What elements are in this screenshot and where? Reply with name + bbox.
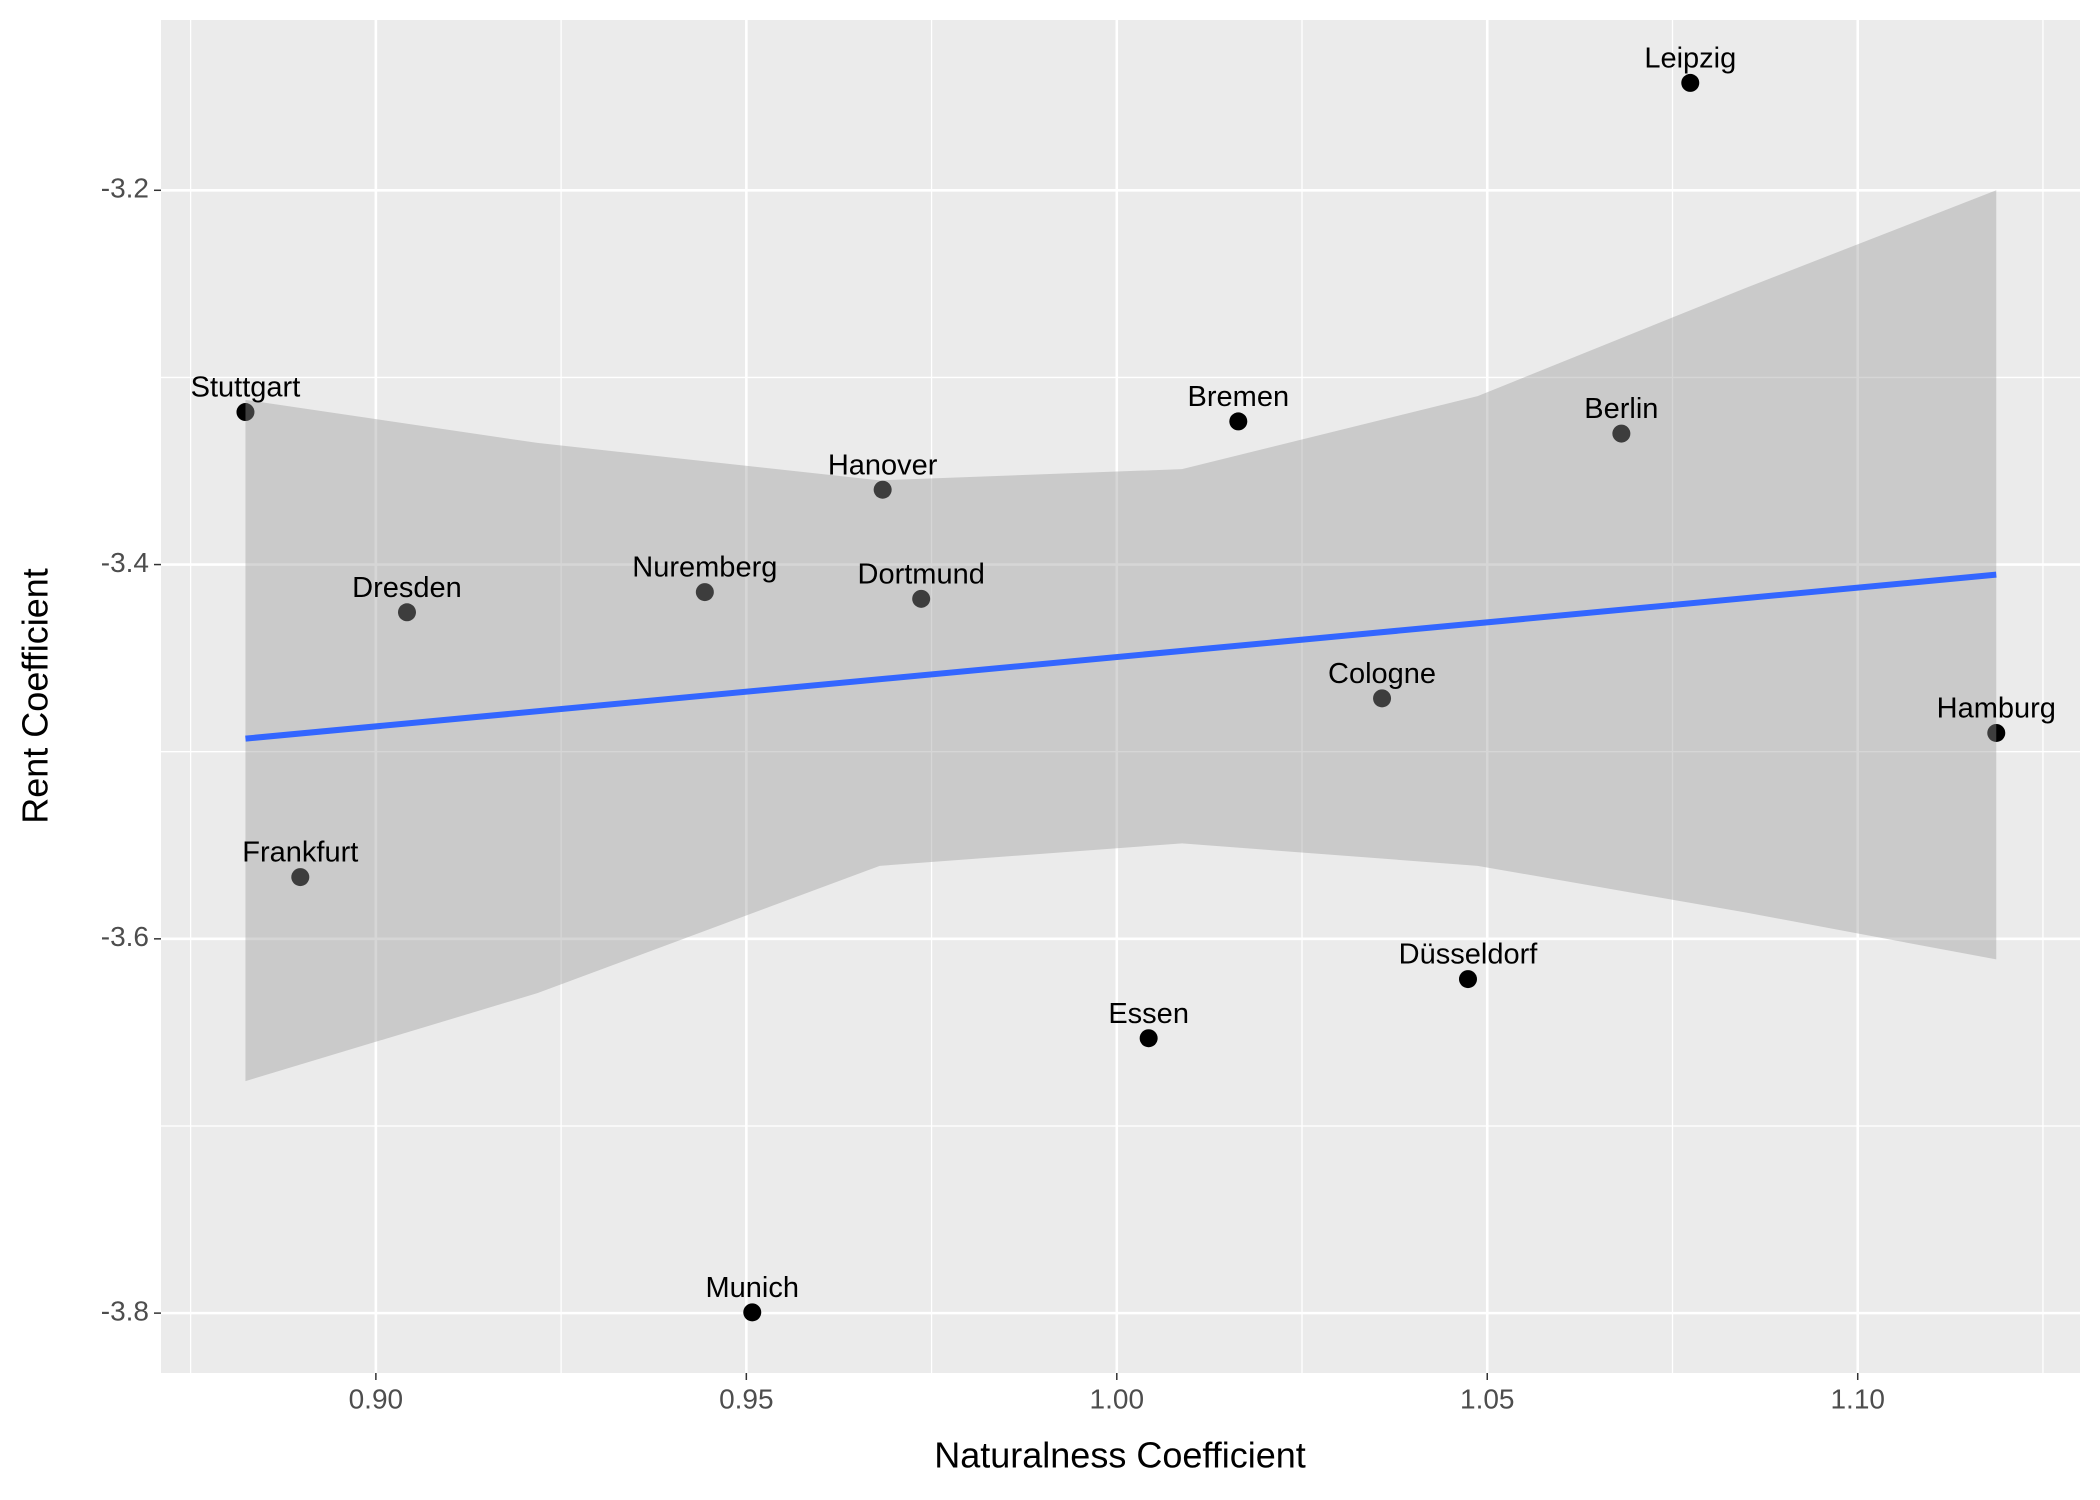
point-label: Berlin: [1584, 393, 1658, 425]
y-axis-title: Rent Coefficient: [15, 568, 56, 823]
point: [397, 603, 416, 622]
point: [1373, 689, 1392, 708]
y-tick-label: -3.4: [101, 547, 149, 578]
x-axis-title: Naturalness Coefficient: [934, 1435, 1306, 1476]
point: [743, 1303, 762, 1322]
point-label: Bremen: [1188, 381, 1290, 413]
point-label: Dortmund: [858, 558, 985, 590]
point: [1681, 73, 1700, 92]
x-tick-label: 1.00: [1090, 1383, 1145, 1414]
point-label: Munich: [706, 1272, 800, 1304]
point: [1987, 723, 2006, 742]
confidence-band: [245, 190, 1997, 1082]
point-label: Düsseldorf: [1399, 939, 1539, 971]
x-tick-label: 0.90: [349, 1383, 404, 1414]
point: [1229, 412, 1248, 431]
point: [695, 583, 714, 602]
point-label: Cologne: [1328, 658, 1436, 690]
point: [236, 403, 255, 422]
x-tick-label: 1.05: [1460, 1383, 1515, 1414]
y-tick-label: -3.2: [101, 173, 149, 204]
y-tick-label: -3.8: [101, 1296, 149, 1327]
x-tick-label: 1.10: [1830, 1383, 1885, 1414]
point: [1458, 970, 1477, 989]
point-label: Hamburg: [1937, 693, 2056, 725]
point-label: Stuttgart: [191, 372, 301, 404]
panel-background: [161, 20, 2080, 1373]
point-label: Leipzig: [1644, 43, 1736, 75]
point: [291, 868, 310, 887]
point-label: Hanover: [828, 449, 938, 481]
point-label: Frankfurt: [242, 837, 358, 869]
point-label: Essen: [1108, 998, 1189, 1030]
point: [1612, 424, 1631, 443]
point: [1139, 1029, 1158, 1048]
y-tick-label: -3.6: [101, 921, 149, 952]
point-label: Nuremberg: [632, 552, 777, 584]
point: [873, 480, 892, 499]
point: [912, 589, 931, 608]
fit-line: [245, 571, 1997, 742]
x-tick-label: 0.95: [719, 1383, 774, 1414]
point-label: Dresden: [352, 572, 462, 604]
